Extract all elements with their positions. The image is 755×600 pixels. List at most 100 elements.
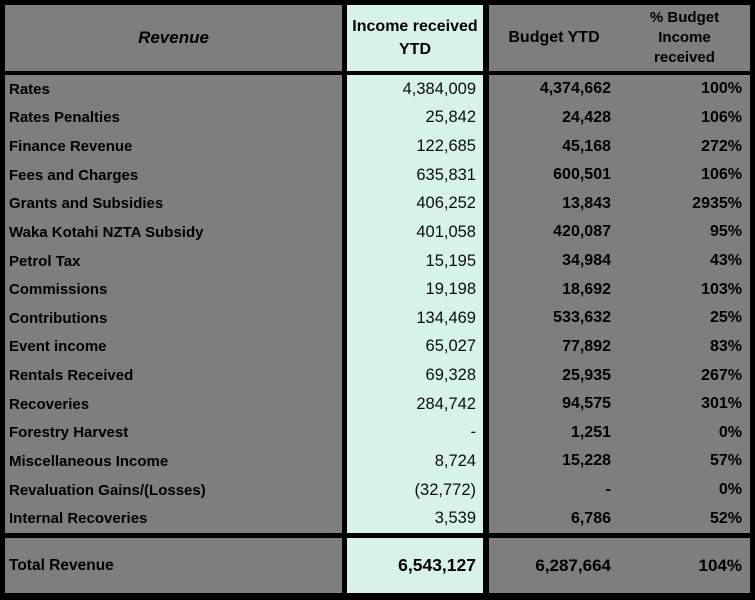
table-row: Recoveries 284,742 94,575 301% [5, 389, 750, 419]
row-pct-value: 52% [709, 509, 742, 527]
row-income-cell: 122,685 [342, 132, 489, 161]
row-income-cell: 401,058 [342, 218, 489, 247]
row-budget-group-cell: 45,168 272% [489, 132, 750, 161]
row-label-cell: Revaluation Gains/(Losses) [5, 475, 342, 505]
row-income-value: 65,027 [425, 337, 476, 356]
row-label: Grants and Subsidies [9, 195, 164, 213]
row-label: Rates [9, 80, 50, 98]
row-budget-value: 77,892 [562, 337, 611, 355]
row-income-value: 284,742 [416, 394, 476, 413]
row-label: Recoveries [9, 395, 90, 413]
row-label: Contributions [9, 309, 108, 327]
row-budget-group-cell: 25,935 267% [489, 361, 750, 390]
table-row: Rates 4,384,009 4,374,662 100% [5, 75, 750, 104]
total-budget-value: 6,287,664 [535, 555, 611, 575]
row-label: Miscellaneous Income [9, 452, 169, 470]
row-label: Event income [9, 338, 107, 356]
header-label-income-received-ytd: Income received YTD [352, 17, 478, 58]
row-budget-group-cell: 15,228 57% [489, 447, 750, 476]
row-pct-value: 0% [718, 481, 742, 499]
row-income-cell: 406,252 [342, 189, 489, 219]
row-label-cell: Petrol Tax [5, 246, 342, 276]
row-income-value: - [470, 423, 477, 442]
total-row: Total Revenue 6,543,127 6,287,664 104% [5, 538, 750, 593]
row-budget-value: 4,374,662 [539, 80, 611, 98]
total-pct-value: 104% [698, 555, 742, 575]
row-label-cell: Rates Penalties [5, 103, 342, 133]
row-budget-value: 34,984 [562, 252, 611, 270]
total-budget-group-cell: 6,287,664 104% [489, 538, 750, 593]
row-label-cell: Miscellaneous Income [5, 447, 342, 476]
row-label-cell: Rates [5, 75, 342, 104]
table-row: Revaluation Gains/(Losses) (32,772) - 0% [5, 475, 750, 505]
row-pct-value: 106% [701, 166, 742, 184]
row-label-cell: Finance Revenue [5, 132, 342, 161]
header-cell-budget-group: Budget YTD % Budget Income received [489, 5, 750, 71]
row-budget-group-cell: - 0% [489, 475, 750, 505]
row-income-value: 15,195 [425, 251, 476, 270]
row-budget-group-cell: 13,843 2935% [489, 189, 750, 219]
row-label: Forestry Harvest [9, 424, 129, 442]
row-income-cell: 15,195 [342, 246, 489, 276]
row-budget-value: 25,935 [562, 366, 611, 384]
row-budget-value: 15,228 [562, 452, 611, 470]
row-pct-value: 25% [709, 309, 742, 327]
row-pct-value: 2935% [692, 194, 742, 212]
row-pct-value: 83% [709, 337, 742, 355]
header-label-budget-ytd: Budget YTD [508, 29, 600, 46]
row-budget-value: 1,251 [570, 423, 611, 441]
row-label-cell: Commissions [5, 275, 342, 304]
row-income-value: 69,328 [425, 366, 476, 385]
table-row: Rentals Received 69,328 25,935 267% [5, 361, 750, 390]
row-income-value: 406,252 [416, 194, 476, 213]
row-income-cell: 3,539 [342, 504, 489, 533]
row-label-cell: Event income [5, 332, 342, 362]
row-income-cell: 25,842 [342, 103, 489, 133]
table-row: Event income 65,027 77,892 83% [5, 332, 750, 362]
row-label-cell: Grants and Subsidies [5, 189, 342, 219]
row-pct-value: 95% [709, 223, 742, 241]
row-pct-value: 106% [701, 108, 742, 126]
row-label-cell: Rentals Received [5, 361, 342, 390]
row-income-cell: 69,328 [342, 361, 489, 390]
row-budget-group-cell: 1,251 0% [489, 418, 750, 448]
row-label-cell: Waka Kotahi NZTA Subsidy [5, 218, 342, 247]
row-income-cell: 134,469 [342, 304, 489, 333]
row-income-value: 134,469 [416, 308, 476, 327]
row-label: Revaluation Gains/(Losses) [9, 481, 206, 499]
row-income-value: 8,724 [434, 451, 476, 470]
header-cell-pct-budget: % Budget Income received [619, 8, 750, 69]
row-budget-value: 420,087 [553, 223, 611, 241]
row-pct-value: 272% [701, 137, 742, 155]
row-budget-group-cell: 77,892 83% [489, 332, 750, 362]
table-header-row: Revenue Income received YTD Budget YTD %… [5, 5, 750, 71]
row-income-value: 4,384,009 [402, 79, 476, 98]
header-cell-income-received-ytd: Income received YTD [342, 5, 489, 71]
table-row: Rates Penalties 25,842 24,428 106% [5, 103, 750, 133]
row-label: Petrol Tax [9, 252, 81, 270]
total-label: Total Revenue [9, 556, 114, 574]
row-income-value: (32,772) [414, 480, 476, 499]
row-budget-value: 600,501 [553, 166, 611, 184]
row-pct-value: 301% [701, 395, 742, 413]
row-budget-value: 24,428 [562, 108, 611, 126]
header-label-revenue: Revenue [138, 28, 209, 47]
row-label: Waka Kotahi NZTA Subsidy [9, 223, 204, 241]
table-row: Finance Revenue 122,685 45,168 272% [5, 132, 750, 161]
revenue-table-body: Rates 4,384,009 4,374,662 100% Rates Pen… [5, 75, 750, 533]
total-label-cell: Total Revenue [5, 538, 342, 593]
row-label-cell: Contributions [5, 304, 342, 333]
header-cell-revenue: Revenue [5, 5, 342, 71]
row-income-value: 3,539 [434, 509, 476, 528]
row-budget-group-cell: 94,575 301% [489, 389, 750, 419]
row-budget-group-cell: 34,984 43% [489, 246, 750, 276]
row-income-value: 25,842 [425, 108, 476, 127]
total-income-value: 6,543,127 [398, 555, 476, 575]
row-pct-value: 100% [701, 80, 742, 98]
table-row: Miscellaneous Income 8,724 15,228 57% [5, 447, 750, 476]
row-budget-value: - [605, 481, 611, 499]
table-row: Grants and Subsidies 406,252 13,843 2935… [5, 189, 750, 219]
table-row: Forestry Harvest - 1,251 0% [5, 418, 750, 448]
header-body-divider [5, 71, 750, 75]
row-income-cell: 284,742 [342, 389, 489, 419]
